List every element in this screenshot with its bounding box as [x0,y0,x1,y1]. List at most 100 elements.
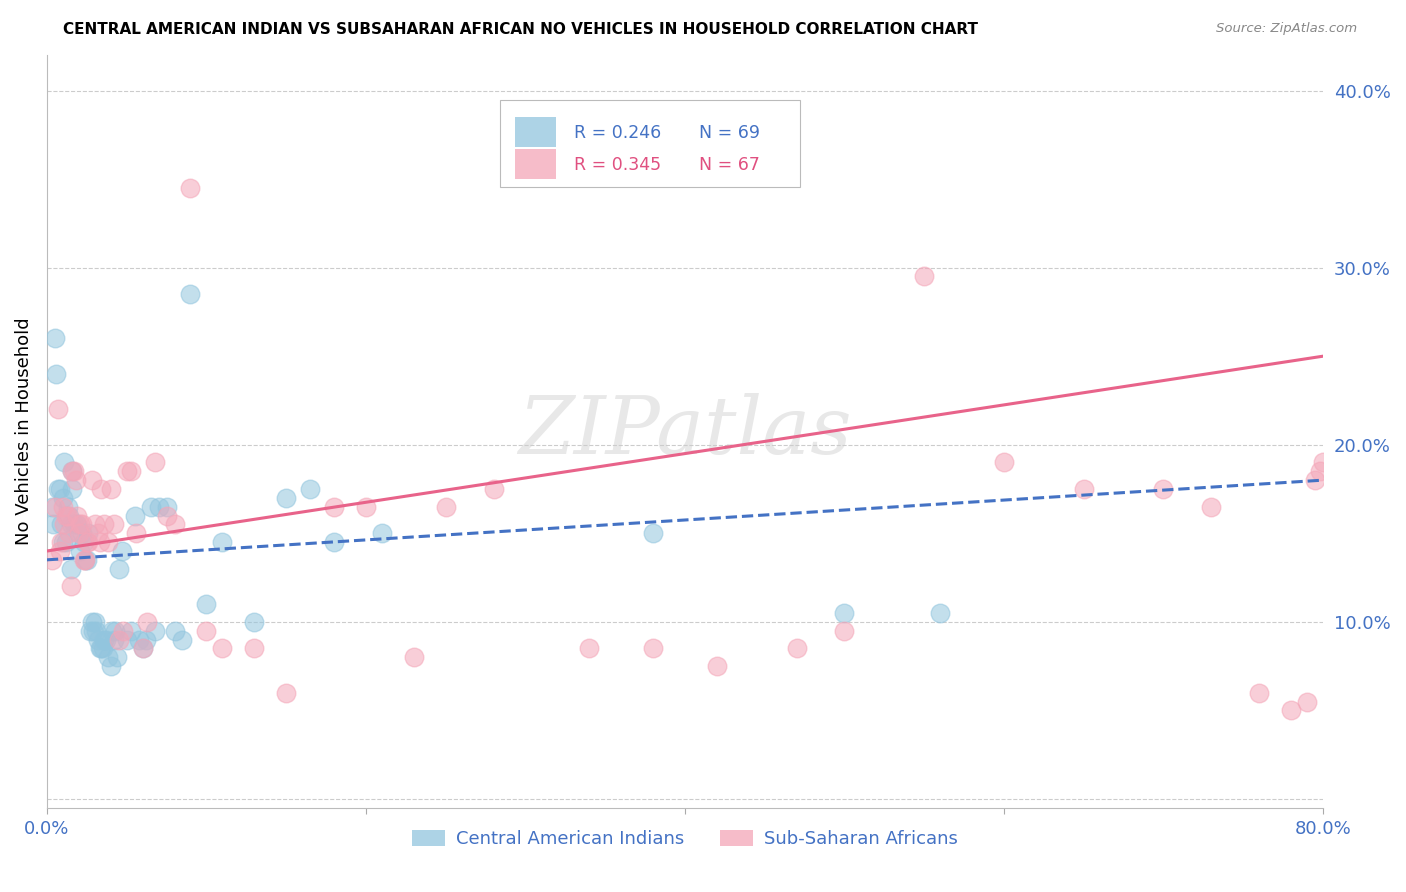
Point [80,615,103,629]
Point [104,624,127,638]
Point [120,624,142,638]
Point [163,517,186,532]
Text: CENTRAL AMERICAN INDIAN VS SUBSAHARAN AFRICAN NO VEHICLES IN HOUSEHOLD CORRELATI: CENTRAL AMERICAN INDIAN VS SUBSAHARAN AF… [63,22,979,37]
Point [299,482,322,496]
Point [243,641,266,656]
Point [276,686,298,700]
Point [62,464,84,478]
Point [128,632,150,647]
Point [211,641,233,656]
Point [62,464,84,478]
Point [578,641,600,656]
Point [46,402,69,417]
Point [641,641,664,656]
Point [139,500,162,514]
Point [1303,473,1326,487]
Point [641,526,664,541]
Point [135,632,157,647]
Point [155,500,177,514]
Point [67,526,90,541]
Point [1201,500,1223,514]
Point [52,491,75,505]
Point [48,544,70,558]
Point [1312,455,1334,469]
Point [80,473,103,487]
Point [100,482,122,496]
Point [1296,694,1319,708]
Point [70,526,93,541]
Point [120,464,142,478]
Point [482,482,505,496]
Point [143,624,166,638]
Point [834,624,856,638]
Point [195,624,218,638]
Point [75,553,97,567]
Point [912,269,935,284]
Point [90,482,112,496]
Point [86,624,108,638]
Point [51,517,73,532]
Point [77,526,100,541]
Point [172,632,194,647]
Point [72,535,94,549]
Point [55,535,77,549]
Point [67,526,90,541]
Point [179,181,201,195]
Point [42,517,65,532]
Point [143,455,166,469]
Point [243,615,266,629]
Point [41,553,63,567]
Point [53,517,76,532]
Point [59,517,82,532]
Point [63,464,86,478]
Point [929,606,952,620]
Point [44,331,66,345]
Point [131,641,153,656]
Point [52,500,75,514]
Point [53,455,76,469]
Point [44,500,66,514]
Point [211,535,233,549]
Point [87,632,110,647]
Point [155,508,177,523]
Point [58,508,80,523]
Point [58,526,80,541]
Point [136,615,159,629]
Point [371,526,394,541]
Point [107,562,129,576]
Bar [501,100,800,186]
Text: N = 67: N = 67 [699,156,759,174]
Point [46,482,69,496]
Point [179,287,201,301]
Point [52,535,75,549]
Point [93,517,115,532]
Point [111,544,134,558]
Point [94,632,117,647]
Bar [515,117,555,146]
Point [323,535,346,549]
Text: ZIPatlas: ZIPatlas [519,392,852,470]
Point [276,491,298,505]
Point [124,508,146,523]
Point [706,659,728,673]
Point [90,641,112,656]
Point [434,500,457,514]
Point [834,606,856,620]
Point [93,632,115,647]
Point [103,632,125,647]
Point [79,624,101,638]
Point [76,553,98,567]
Point [82,624,104,638]
Point [115,632,138,647]
Point [402,650,425,665]
Text: Source: ZipAtlas.com: Source: ZipAtlas.com [1216,22,1357,36]
Point [89,535,111,549]
Point [63,517,86,532]
Point [1249,686,1271,700]
Text: R = 0.246: R = 0.246 [574,124,661,142]
Point [65,473,87,487]
Point [100,659,122,673]
Point [66,508,89,523]
Point [66,517,89,532]
Point [1279,703,1302,717]
